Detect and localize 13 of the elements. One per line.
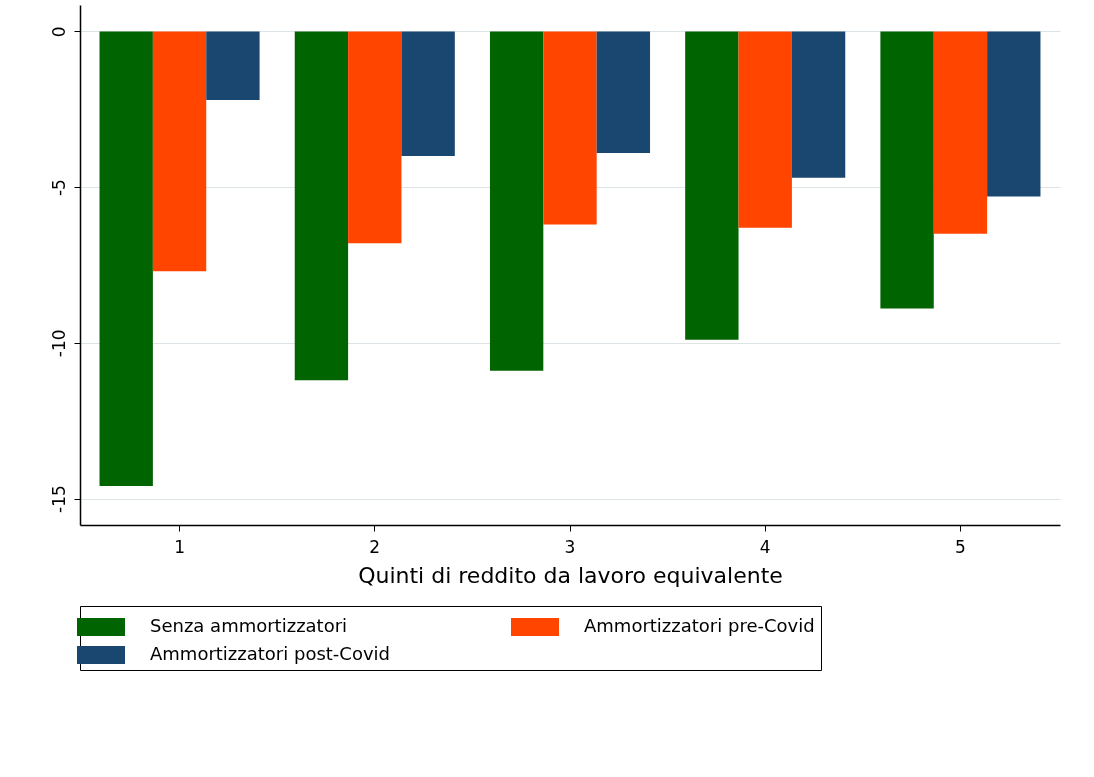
y-tick-label: -10 (48, 329, 69, 358)
y-tick-label: 0 (48, 26, 69, 38)
x-tick-label: 5 (955, 536, 966, 557)
x-tick-label: 3 (564, 536, 576, 557)
x-tick-label: 1 (174, 536, 185, 557)
legend-label: Senza ammortizzatori (150, 615, 348, 636)
x-axis-title: Quinti di reddito da lavoro equivalente (358, 562, 783, 588)
y-tick-label: -5 (48, 179, 69, 197)
x-tick-label: 2 (369, 536, 381, 557)
y-tick-label: -15 (48, 485, 69, 513)
legend-label: Ammortizzatori pre-Covid (584, 615, 815, 636)
legend-label: Ammortizzatori post-Covid (150, 643, 391, 664)
x-tick-label: 4 (759, 536, 771, 557)
